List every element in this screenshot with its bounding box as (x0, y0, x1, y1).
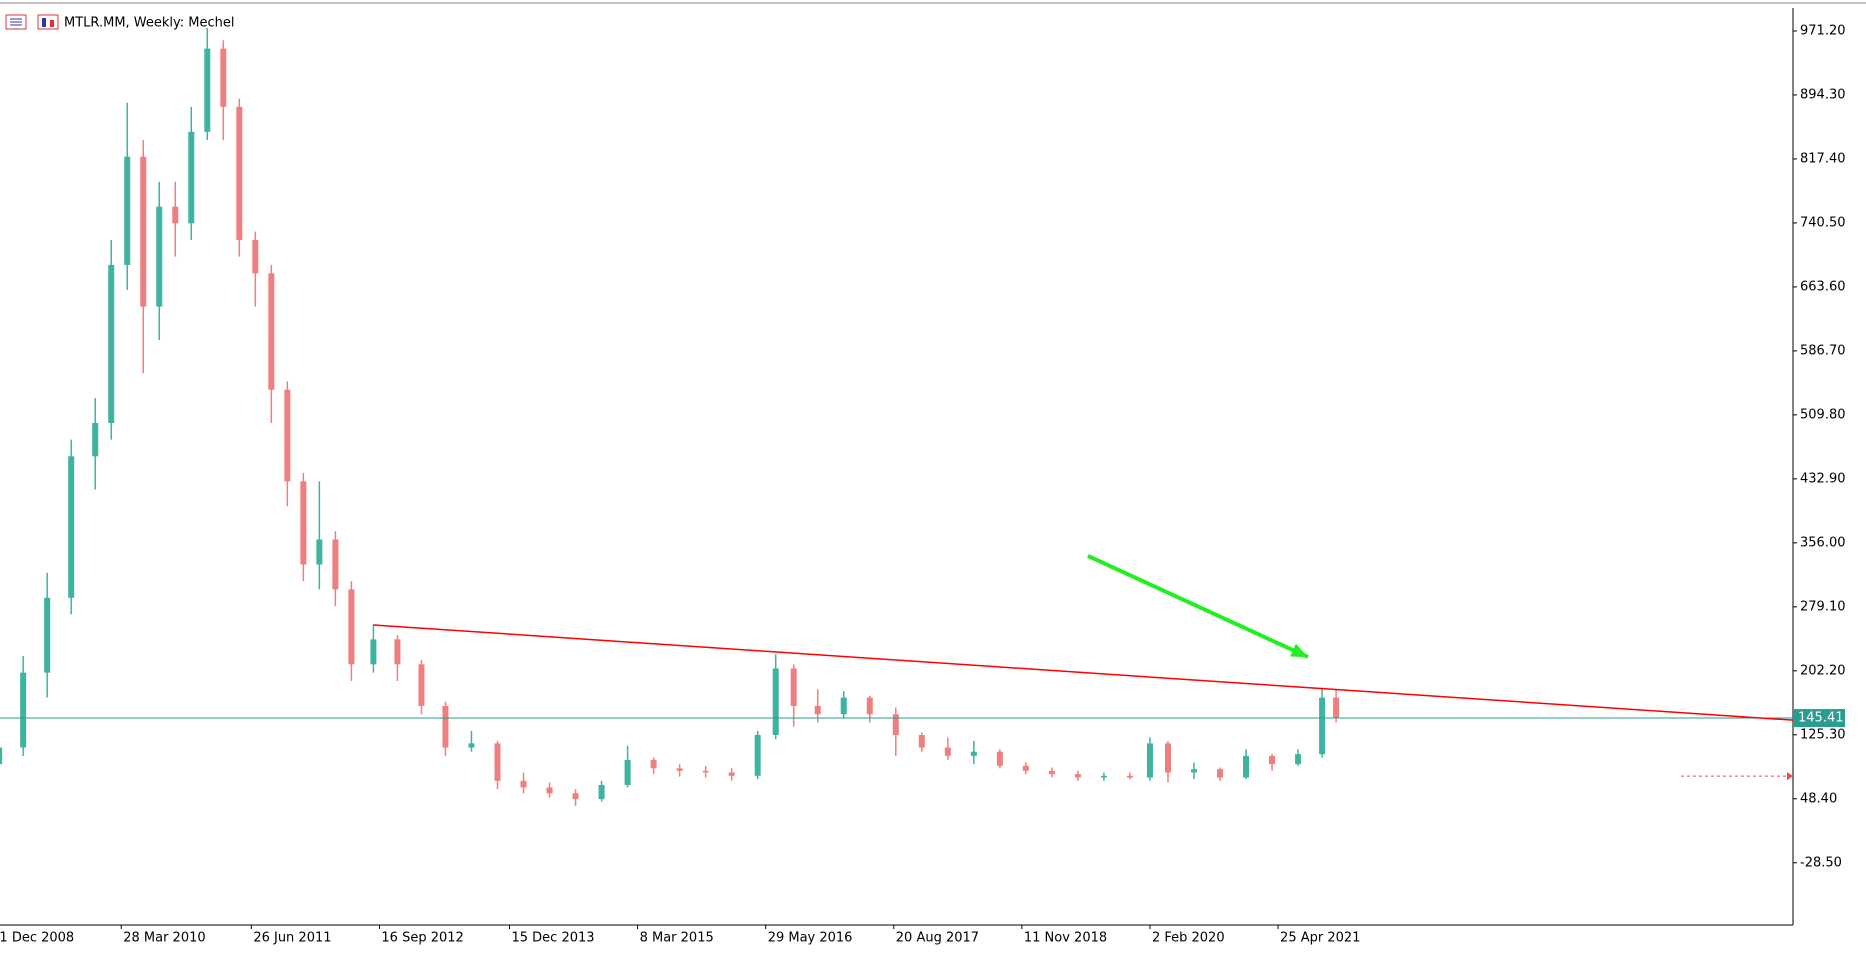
candle-body (702, 770, 709, 773)
candle-body (754, 735, 761, 776)
candle-body (494, 743, 501, 781)
candle-body (918, 735, 925, 748)
candle-body (1022, 765, 1029, 771)
candle-body (0, 747, 3, 765)
candle-body (996, 751, 1003, 766)
level-marker-head (1787, 772, 1793, 781)
candle-body (970, 751, 977, 756)
candle-body (1074, 774, 1081, 778)
candle-body (546, 787, 553, 794)
chart-title: MTLR.MM, Weekly: Mechel (64, 16, 235, 31)
y-tick-label: 817.40 (1800, 151, 1846, 166)
icon (42, 18, 46, 27)
candle-body (1333, 697, 1340, 719)
candle-body (300, 481, 307, 565)
y-tick-label: 125.30 (1800, 727, 1846, 742)
candle-body (866, 697, 873, 715)
x-tick-label: 20 Aug 2017 (896, 931, 979, 946)
candle-body (1164, 743, 1171, 773)
icon (50, 20, 54, 27)
candle-body (348, 589, 355, 665)
candle-body (156, 206, 163, 307)
candle-body (44, 597, 51, 673)
candle-body (1190, 769, 1197, 773)
candle-body (108, 264, 115, 424)
arrow (1087, 554, 1309, 659)
candle-body (572, 793, 579, 800)
candle-body (1295, 754, 1302, 765)
candle-body (1048, 770, 1055, 775)
candle-body (624, 760, 631, 785)
candle-body (284, 389, 291, 482)
candle-body (1269, 755, 1276, 765)
candle-body (172, 206, 179, 224)
y-tick-label: 894.30 (1800, 87, 1846, 102)
candle-body (268, 273, 275, 390)
icon (37, 14, 59, 30)
candle-body (68, 456, 75, 598)
y-tick-label: 740.50 (1800, 215, 1846, 230)
candle-body (252, 239, 259, 274)
candle-body (840, 697, 847, 715)
candle-body (1126, 775, 1133, 778)
candle-body (204, 48, 211, 132)
candle-body (892, 714, 899, 736)
candle-body (124, 156, 131, 265)
candle-body (944, 747, 951, 756)
candle-body (92, 423, 99, 457)
y-tick-label: 202.20 (1800, 663, 1846, 678)
candle-body (220, 48, 227, 107)
y-tick-label: 509.80 (1800, 407, 1846, 422)
candle-body (598, 784, 605, 800)
x-tick-label: 21 Dec 2008 (0, 931, 74, 946)
current-price-label: 145.41 (1798, 711, 1844, 726)
arrow-head (1290, 643, 1309, 658)
candle-body (442, 705, 449, 748)
candle-body (140, 156, 147, 307)
candle-body (772, 668, 779, 736)
y-tick-label: 356.00 (1800, 535, 1846, 550)
candle-body (20, 672, 27, 748)
x-tick-label: 16 Sep 2012 (381, 931, 463, 946)
candle-body (188, 131, 195, 224)
candle-body (1319, 697, 1326, 755)
x-tick-label: 28 Mar 2010 (123, 931, 205, 946)
y-tick-label: 971.20 (1800, 23, 1846, 38)
candle-body (650, 760, 657, 769)
trendline (373, 624, 1794, 721)
x-tick-label: 8 Mar 2015 (640, 931, 714, 946)
candle-body (1217, 769, 1224, 778)
candle-body (316, 539, 323, 565)
x-tick-label: 2 Feb 2020 (1152, 931, 1225, 946)
y-tick-label: 432.90 (1800, 471, 1846, 486)
current-price-box (1793, 709, 1845, 728)
y-tick-label: 663.60 (1800, 279, 1846, 294)
candle-body (520, 780, 527, 788)
x-tick-label: 29 May 2016 (768, 931, 853, 946)
y-tick-label: 279.10 (1800, 599, 1846, 614)
candle-body (370, 639, 377, 665)
candle-body (332, 539, 339, 590)
candle-body (790, 668, 797, 706)
candle-body (1146, 743, 1153, 778)
candle-body (1243, 755, 1250, 778)
candle-body (418, 664, 425, 706)
y-tick-label: -28.50 (1800, 855, 1842, 870)
candle-body (814, 705, 821, 715)
y-tick-label: 586.70 (1800, 343, 1846, 358)
candle-body (236, 106, 243, 240)
x-tick-label: 15 Dec 2013 (512, 931, 595, 946)
candle-body (394, 639, 401, 665)
x-tick-label: 11 Nov 2018 (1024, 931, 1107, 946)
x-tick-label: 25 Apr 2021 (1280, 931, 1360, 946)
candle-body (676, 768, 683, 771)
x-tick-label: 26 Jun 2011 (253, 931, 331, 946)
y-tick-label: 48.40 (1800, 791, 1837, 806)
candle-body (728, 772, 735, 776)
candle-body (1100, 775, 1107, 778)
candle-body (468, 743, 475, 748)
